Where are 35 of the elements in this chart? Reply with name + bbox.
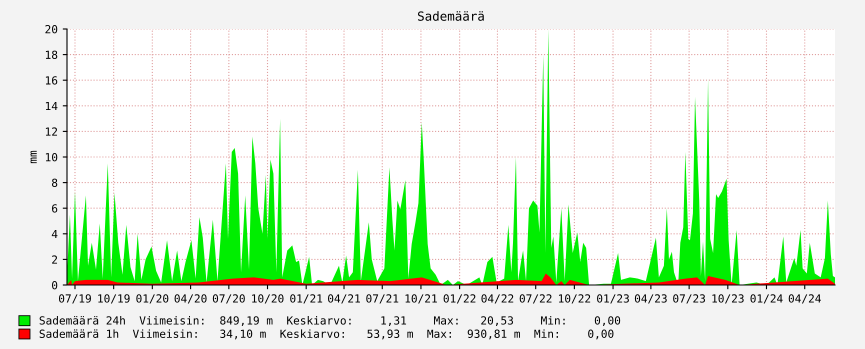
x-tick-label: 10/21 [406, 294, 437, 304]
x-tick-label: 04/22 [481, 294, 514, 304]
x-tick-label: 04/21 [328, 294, 360, 304]
x-tick-label: 07/23 [673, 294, 706, 304]
x-tick-label: 01/23 [597, 294, 629, 304]
y-tick-label: 4 [52, 230, 58, 238]
x-tick-label: 07/19 [58, 294, 91, 304]
chart-title: Sademäärä [418, 11, 484, 21]
x-tick-label: 01/22 [444, 294, 476, 304]
x-tick-label: 04/24 [788, 294, 821, 304]
x-tick-label: 07/22 [520, 294, 552, 304]
x-tick-label: 01/24 [750, 294, 783, 304]
legend-label: Sademäärä 1h Viimeisin: 34,10 m Keskiarvo: 53,93 m Max: 930,81 m Min: 0,00 [40, 329, 614, 340]
y-tick-label: 2 [52, 255, 58, 264]
x-tick-label: 10/22 [558, 294, 590, 304]
y-tick-label: 0 [52, 281, 58, 290]
y-tick-label: 12 [46, 127, 58, 136]
x-tick-label: 10/23 [712, 294, 744, 304]
x-tick-label: 10/20 [252, 294, 284, 304]
x-tick-label: 04/20 [174, 294, 207, 304]
x-tick-label: 01/20 [136, 294, 168, 304]
y-tick-label: 20 [45, 25, 58, 34]
y-tick-label: 10 [46, 153, 58, 162]
x-tick-label: 07/21 [366, 294, 398, 304]
y-tick-label: 18 [46, 50, 58, 60]
x-tick-label: 07/20 [212, 294, 245, 304]
y-tick-label: 6 [52, 204, 58, 213]
y-axis-title: mm [30, 150, 37, 164]
x-tick-label: 01/21 [290, 294, 322, 304]
y-tick-label: 16 [46, 76, 58, 85]
x-tick-label: 04/23 [634, 294, 667, 304]
x-tick-label: 10/19 [98, 294, 130, 304]
y-tick-label: 14 [46, 102, 58, 110]
legend-label: Sademäärä 24h Viimeisin: 849,19 m Keskiarvo: 1,31 Max: 20,53 Min: 0,00 [40, 316, 620, 326]
y-tick-label: 8 [52, 178, 58, 188]
